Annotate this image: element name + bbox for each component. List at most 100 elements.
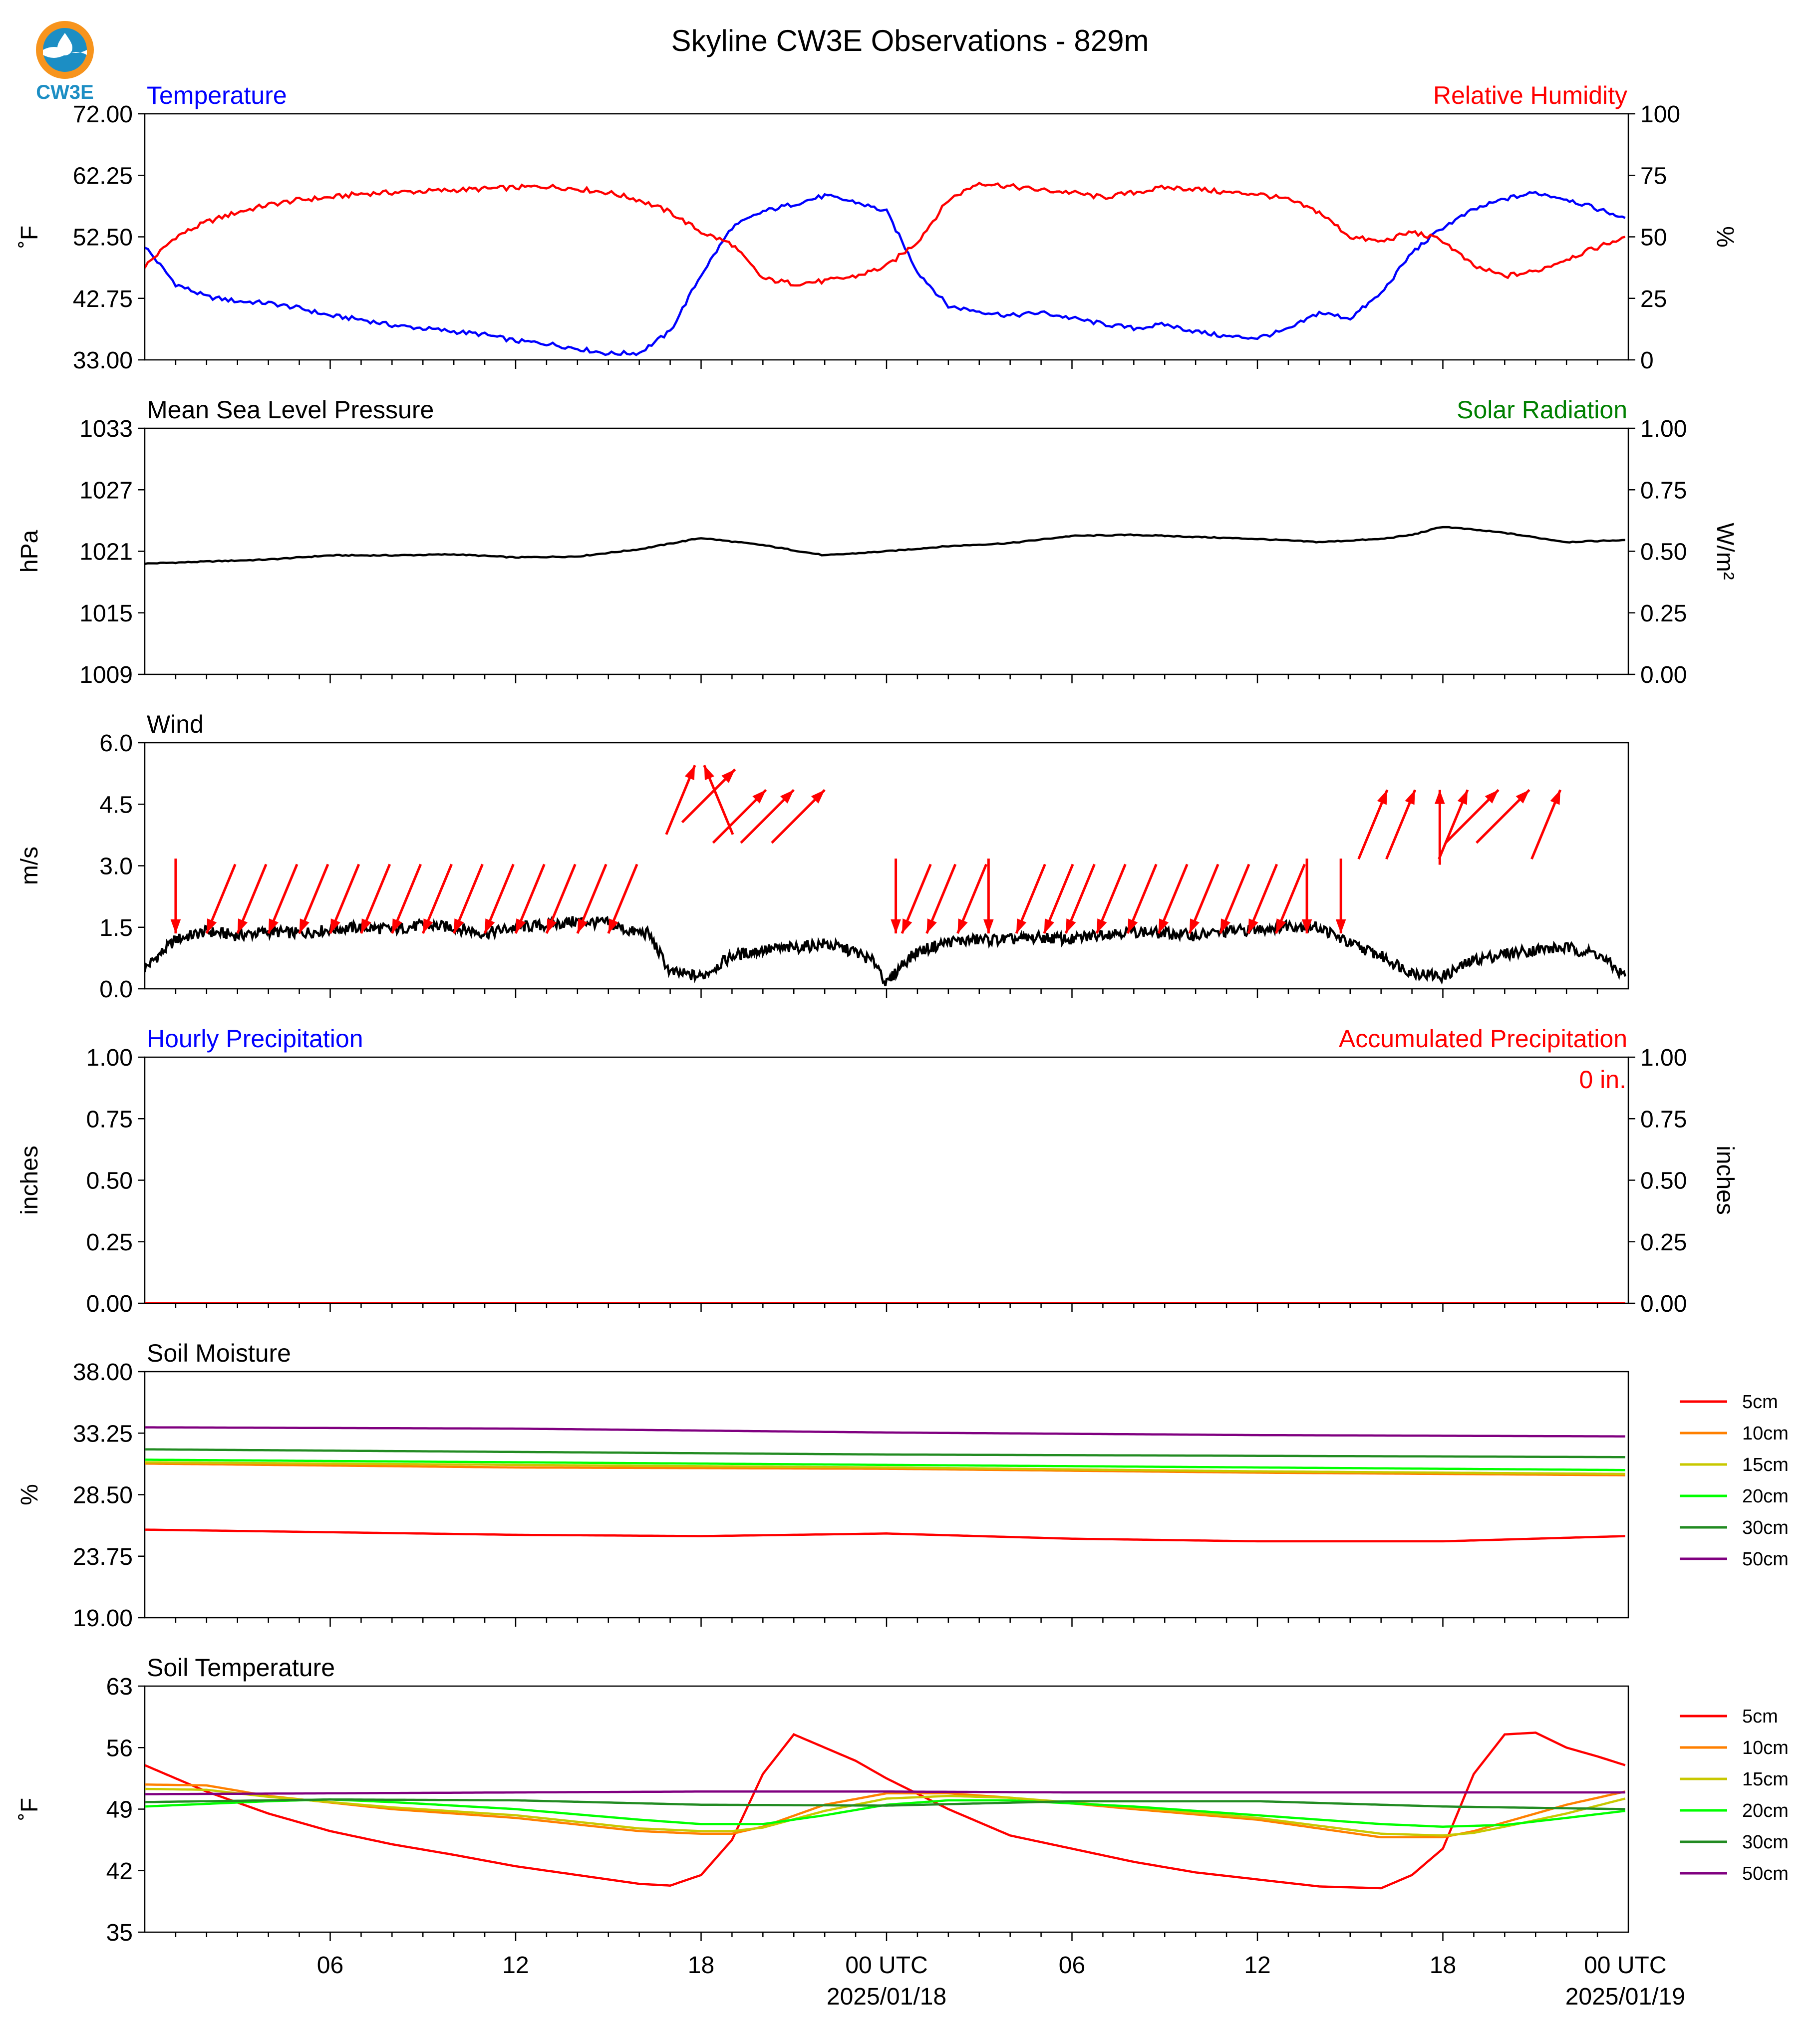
ytick-label-left: 1.00 [86, 1045, 133, 1071]
wind-barb-head [780, 790, 794, 804]
wind-barb-head [423, 918, 433, 934]
wind-barb-head [268, 918, 279, 934]
panel-title-soil_moisture: Soil Moisture [147, 1339, 291, 1367]
wind-barb-head [577, 918, 588, 934]
ytick-label-right: 0.50 [1640, 539, 1687, 566]
chart-title: Skyline CW3E Observations - 829m [671, 24, 1149, 57]
panel-title-temp_rh: Temperature [147, 81, 287, 109]
ytick-label-left: 0.0 [99, 976, 133, 1003]
ytick-label-right: 0.50 [1640, 1168, 1687, 1194]
legend-label: 10cm [1742, 1423, 1789, 1444]
xtick-label: 12 [1244, 1952, 1270, 1979]
panel-title-right-pressure: Solar Radiation [1457, 396, 1627, 424]
ytick-label-left: 33.25 [73, 1421, 133, 1447]
legend-label: 5cm [1742, 1392, 1778, 1413]
wind-barb-head [392, 918, 402, 934]
wind-barb-head [957, 918, 968, 934]
legend-label: 15cm [1742, 1769, 1789, 1790]
wind-barb-head [891, 919, 901, 934]
ytick-label-left: 1033 [79, 416, 133, 442]
wind-barb-head [516, 918, 526, 934]
xtick-date-label: 2025/01/18 [827, 1984, 946, 2010]
ytick-label-left: 28.50 [73, 1482, 133, 1509]
ytick-label-right: 25 [1640, 286, 1667, 312]
ylabel-soil_temp: ˚F [16, 1798, 43, 1820]
panel-title-right-precip: Accumulated Precipitation [1339, 1025, 1627, 1053]
wind-barb-head [361, 918, 371, 934]
ytick-label-right: 0.25 [1640, 600, 1687, 627]
ytick-label-left: 1.5 [99, 915, 133, 941]
xtick-label: 00 UTC [1584, 1952, 1666, 1979]
xtick-label: 06 [1059, 1952, 1085, 1979]
wind-barb-head [608, 918, 619, 934]
wind-barb-head [1016, 918, 1027, 934]
series-line-soil_temp-20cm [145, 1798, 1626, 1828]
ylabel-pressure: hPa [16, 530, 43, 573]
logo-text: CW3E [36, 81, 94, 103]
wind-barb-head [1220, 918, 1230, 934]
wind-barb-head [1044, 918, 1055, 934]
wind-barb-head [1158, 918, 1169, 934]
wind-barb-head [1097, 918, 1107, 934]
legend-label: 30cm [1742, 1832, 1789, 1853]
panel-title-right-temp_rh: Relative Humidity [1433, 81, 1627, 109]
ytick-label-right: 0.25 [1640, 1229, 1687, 1256]
ytick-label-right: 1.00 [1640, 1045, 1687, 1071]
series-line-soil_moisture-30cm [145, 1448, 1625, 1458]
ytick-label-left: 72.00 [73, 101, 133, 128]
wind-barb-head [902, 918, 912, 934]
ytick-label-left: 0.50 [86, 1168, 133, 1194]
xtick-label: 18 [688, 1952, 714, 1979]
wind-barb-head [1377, 790, 1388, 805]
wind-barb-head [1550, 790, 1560, 805]
series-line-soil_temp-15cm [145, 1787, 1626, 1837]
wind-barb-head [1405, 790, 1415, 805]
xtick-date-label: 2025/01/19 [1565, 1984, 1685, 2010]
ytick-label-left: 23.75 [73, 1544, 133, 1570]
ylabel-temp_rh: ˚F [16, 226, 43, 248]
ytick-label-left: 56 [106, 1735, 133, 1761]
legend-label: 15cm [1742, 1454, 1789, 1475]
panel-title-precip: Hourly Precipitation [147, 1025, 363, 1053]
ytick-label-left: 42.75 [73, 286, 133, 312]
ylabel-right-pressure: W/m² [1712, 523, 1738, 580]
series-line-soil_temp-30cm [145, 1798, 1625, 1810]
wind-barb-head [1189, 918, 1200, 934]
panel-frame-wind [144, 742, 1629, 990]
xtick-label: 00 UTC [845, 1952, 927, 1979]
ytick-label-left: 0.00 [86, 1291, 133, 1317]
wind-barb-head [1485, 790, 1499, 804]
ytick-label-left: 1027 [79, 477, 133, 504]
ylabel-right-temp_rh: % [1712, 226, 1738, 248]
series-line-soil_moisture-15cm [145, 1461, 1625, 1475]
ytick-label-right: 0.75 [1640, 477, 1687, 504]
wind-barb-head [926, 918, 937, 934]
ytick-label-left: 49 [106, 1797, 133, 1823]
ytick-label-left: 0.75 [86, 1106, 133, 1133]
wind-barb-head [1127, 918, 1138, 934]
ytick-label-right: 75 [1640, 163, 1667, 189]
ytick-label-left: 1015 [79, 600, 133, 627]
wind-barb-head [704, 765, 714, 781]
precip-total-label: 0 in. [1579, 1066, 1626, 1094]
wind-barb-head [811, 790, 825, 804]
ytick-label-left: 19.00 [73, 1605, 133, 1632]
wind-barb-head [546, 918, 557, 934]
series-line-soil_moisture-10cm [145, 1462, 1625, 1476]
ylabel-wind: m/s [16, 847, 43, 885]
ytick-label-left: 0.25 [86, 1229, 133, 1256]
series-line-pressure-pressure [145, 526, 1625, 566]
ytick-label-left: 1021 [79, 539, 133, 566]
ytick-label-right: 0 [1640, 347, 1654, 374]
wind-barb-head [206, 918, 217, 934]
series-line-soil_temp-50cm [145, 1790, 1625, 1795]
wind-barb-head [983, 919, 994, 934]
legend-label: 50cm [1742, 1863, 1789, 1884]
wind-barb-head [299, 918, 309, 934]
ytick-label-right: 0.00 [1640, 1291, 1687, 1317]
ytick-label-right: 50 [1640, 225, 1667, 251]
ytick-label-right: 0.00 [1640, 662, 1687, 688]
series-line-temp_rh-humidity [145, 181, 1626, 287]
series-line-wind-wind [145, 915, 1626, 986]
